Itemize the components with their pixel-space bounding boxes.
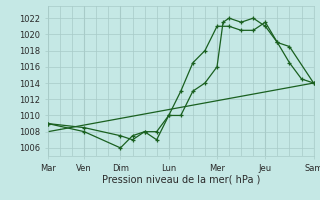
X-axis label: Pression niveau de la mer( hPa ): Pression niveau de la mer( hPa ) (102, 174, 260, 184)
